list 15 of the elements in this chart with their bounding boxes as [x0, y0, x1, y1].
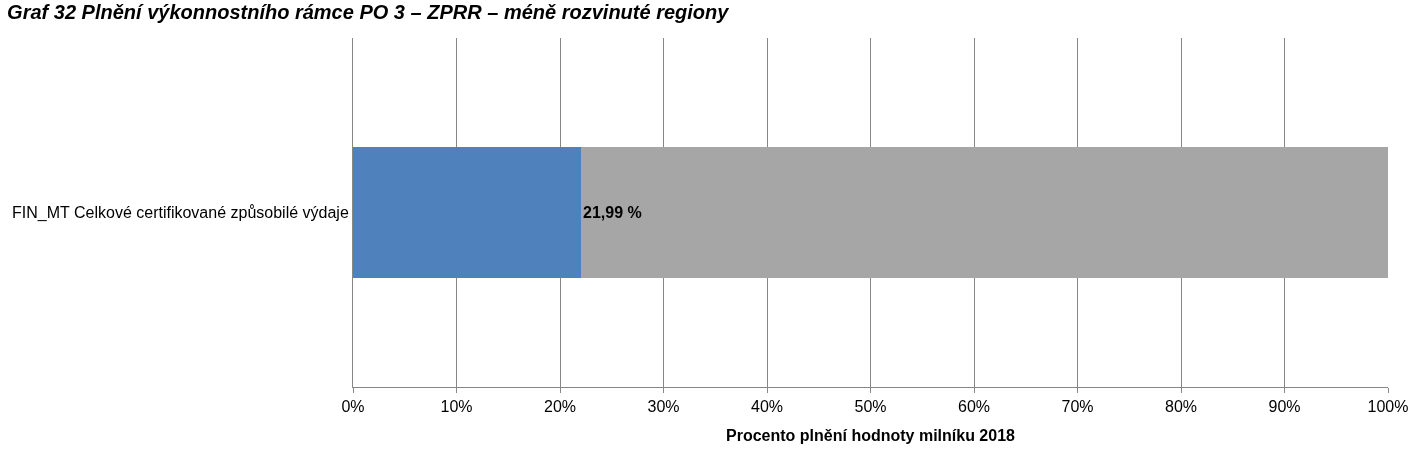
- data-label: 21,99 %: [583, 204, 642, 221]
- x-tick-label: 60%: [957, 398, 991, 416]
- x-tick-label: 30%: [647, 398, 680, 416]
- x-tick-label: 90%: [1268, 398, 1301, 416]
- x-axis-title: Procento plnění hodnoty milníku 2018: [726, 426, 1016, 444]
- x-tick-label: 50%: [854, 398, 887, 416]
- x-tick-label: 20%: [543, 398, 577, 416]
- x-tick-label: 70%: [1061, 398, 1094, 416]
- x-tick-label: 0%: [341, 398, 365, 416]
- x-tick-label: 100%: [1367, 398, 1409, 416]
- x-tick-label: 80%: [1164, 398, 1198, 416]
- x-tick-label: 10%: [440, 398, 473, 416]
- y-tick-label: FIN_MT Celkové certifikované způsobilé výdaje: [12, 204, 349, 223]
- chart-title: Graf 32 Plnění výkonnostního rámce PO 3 – ZPRR – méně rozvinuté regiony: [7, 0, 730, 23]
- x-tick-label: 40%: [750, 398, 784, 416]
